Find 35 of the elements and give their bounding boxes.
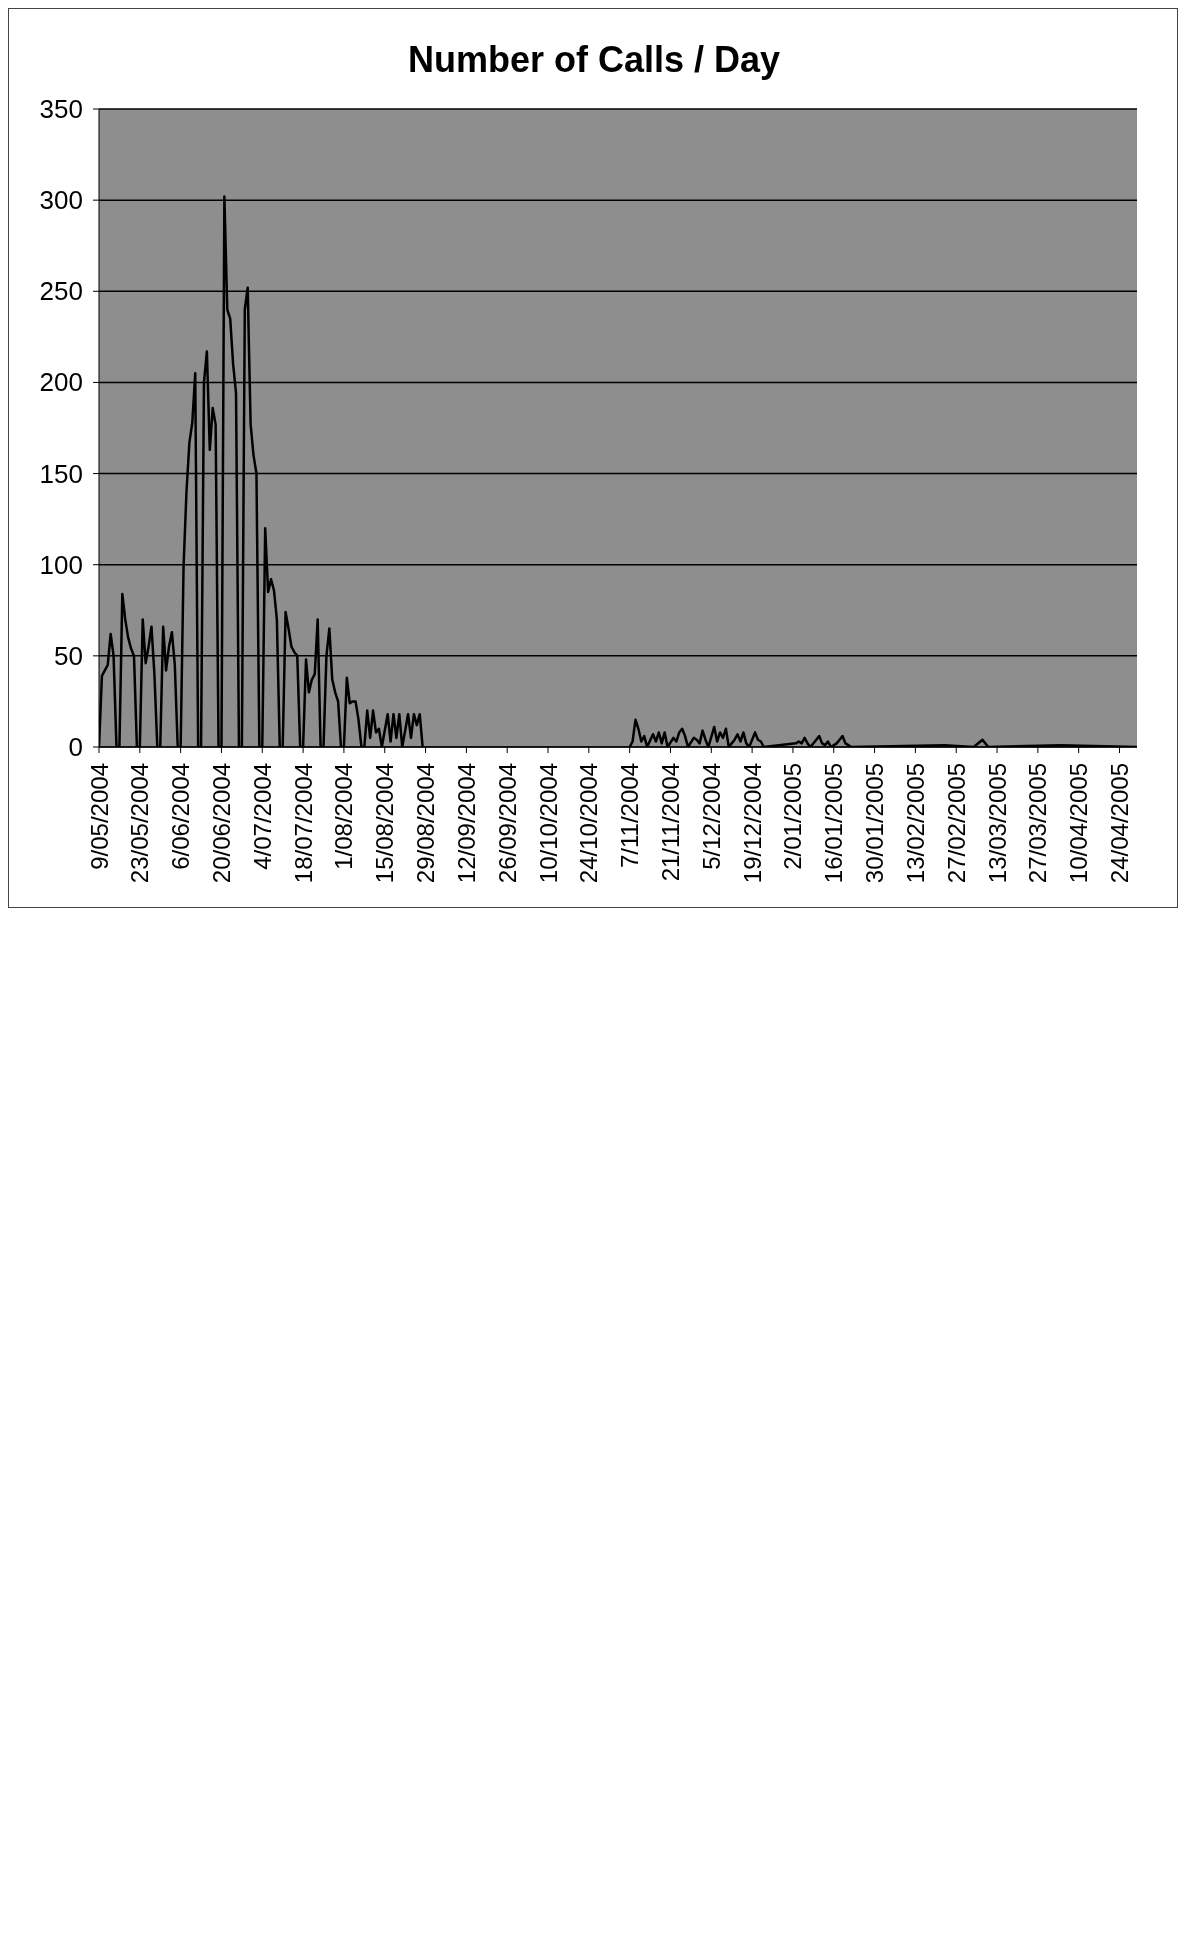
- x-tick-label: 20/06/2004: [207, 763, 235, 884]
- x-tick-label: 10/10/2004: [534, 763, 562, 884]
- x-tick-label: 27/03/2005: [1024, 763, 1052, 884]
- x-tick-label: 6/06/2004: [167, 763, 195, 870]
- x-tick-label: 4/07/2004: [248, 763, 276, 870]
- x-tick-label: 7/11/2004: [616, 763, 644, 868]
- x-tick-label: 24/10/2004: [575, 763, 603, 884]
- x-tick-label: 15/08/2004: [371, 763, 399, 884]
- x-tick-label: 27/02/2005: [942, 763, 970, 884]
- y-tick-label: 250: [39, 276, 83, 307]
- x-tick-label: 10/04/2005: [1065, 763, 1093, 884]
- x-tick-label: 18/07/2004: [289, 763, 317, 884]
- x-tick-label: 9/05/2004: [85, 763, 113, 870]
- y-tick-label: 0: [68, 732, 83, 762]
- x-tick-label: 23/05/2004: [126, 763, 154, 884]
- x-tick-label: 26/09/2004: [493, 763, 521, 884]
- x-tick-label: 13/02/2005: [901, 763, 929, 884]
- y-tick-label: 150: [39, 458, 83, 489]
- x-tick-label: 21/11/2004: [656, 763, 684, 882]
- y-tick-label: 300: [39, 185, 83, 216]
- y-tick-label: 350: [39, 94, 83, 124]
- y-tick-label: 100: [39, 549, 83, 580]
- x-tick-label: 24/04/2005: [1106, 763, 1134, 884]
- chart-title: Number of Calls / Day: [406, 39, 782, 81]
- x-tick-label: 30/01/2005: [861, 763, 889, 884]
- y-tick-label: 200: [39, 367, 83, 398]
- x-tick-label: 19/12/2004: [738, 763, 766, 884]
- x-tick-label: 13/03/2005: [983, 763, 1011, 884]
- x-tick-label: 29/08/2004: [412, 763, 440, 884]
- x-tick-label: 12/09/2004: [452, 763, 480, 884]
- x-tick-label: 5/12/2004: [697, 763, 725, 870]
- x-tick-label: 2/01/2005: [779, 763, 807, 870]
- y-tick-label: 50: [54, 640, 83, 671]
- x-tick-label: 1/08/2004: [330, 763, 358, 870]
- x-tick-label: 16/01/2005: [820, 763, 848, 884]
